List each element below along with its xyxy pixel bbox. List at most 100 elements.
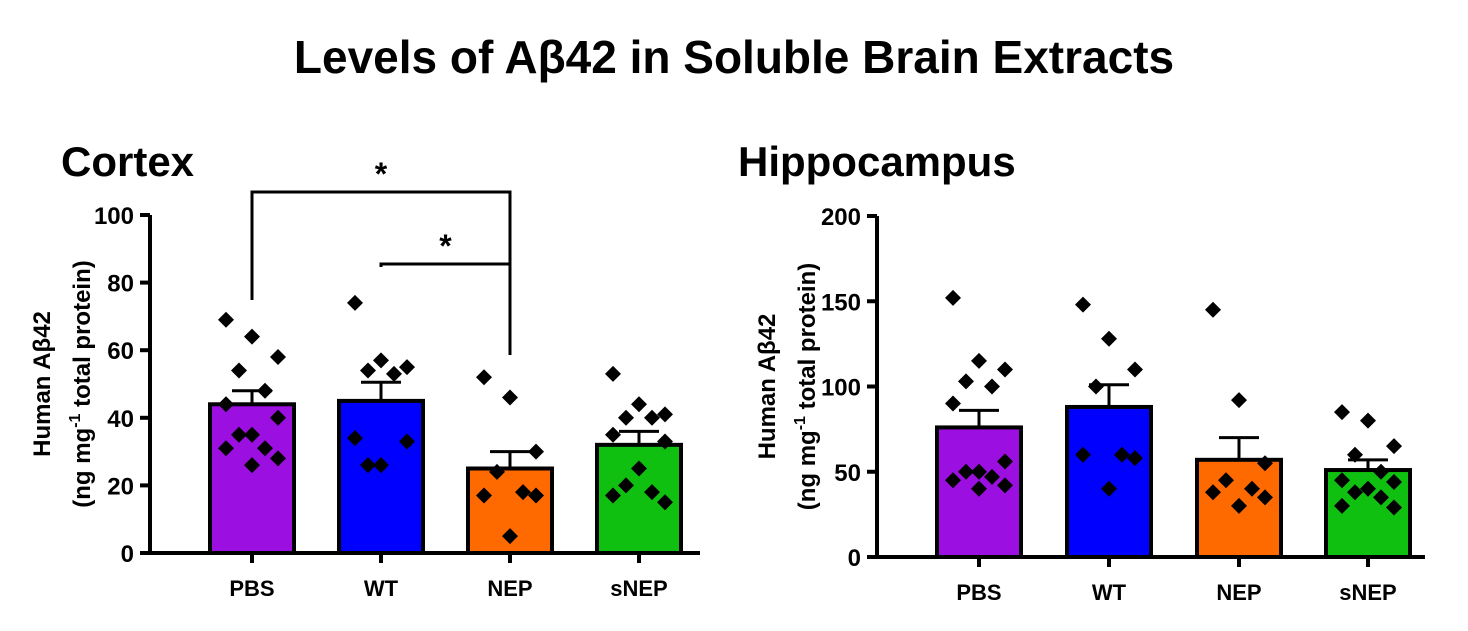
x-tick-label-nep: NEP [1216, 580, 1261, 605]
data-point-nep [1205, 484, 1221, 501]
data-point-pbs [218, 311, 234, 328]
y-axis-label-line1: Human Aβ42 [754, 314, 781, 460]
data-point-wt [1101, 480, 1117, 497]
data-point-wt [399, 433, 415, 450]
significance-bracket [250, 190, 512, 355]
data-point-snep [1373, 489, 1389, 506]
data-point-pbs [270, 409, 286, 426]
data-point-wt [1101, 330, 1117, 347]
x-tick-label-snep: sNEP [1339, 580, 1396, 605]
y-axis-label-line2: (ng mg-1 total protein) [67, 260, 96, 508]
data-point-nep [476, 369, 492, 386]
data-point-pbs [958, 373, 974, 390]
data-point-pbs [984, 468, 1000, 485]
x-tick-label-nep: NEP [487, 576, 532, 601]
data-point-wt [1127, 450, 1143, 467]
data-point-wt [399, 359, 415, 376]
data-point-snep [618, 409, 634, 426]
data-point-pbs [231, 426, 247, 443]
data-point-pbs [984, 378, 1000, 395]
data-point-snep [1386, 499, 1402, 516]
data-point-pbs [997, 453, 1013, 470]
x-tick-label-snep: sNEP [610, 576, 667, 601]
y-axis-label-line2: (ng mg-1 total protein) [792, 263, 821, 511]
y-tick-label: 200 [821, 204, 861, 231]
data-point-pbs [257, 440, 273, 457]
data-point-snep [1373, 463, 1389, 480]
y-tick-label: 60 [107, 338, 134, 365]
data-point-wt [1088, 378, 1104, 395]
bar-nep [1195, 457, 1283, 559]
data-point-wt [373, 457, 389, 474]
data-point-snep [605, 365, 621, 382]
data-point-wt [347, 430, 363, 447]
figure-title: Levels of Aβ42 in Soluble Brain Extracts [293, 31, 1175, 83]
data-point-pbs [958, 463, 974, 480]
data-point-snep [631, 396, 647, 413]
data-point-wt [1114, 446, 1130, 463]
data-point-wt [1075, 446, 1091, 463]
data-point-pbs [971, 352, 987, 369]
data-point-snep [1334, 404, 1350, 421]
data-point-snep [657, 433, 673, 450]
data-point-wt [373, 352, 389, 369]
x-tick-label-wt: WT [1092, 580, 1127, 605]
data-point-nep [528, 487, 544, 504]
data-point-snep [631, 460, 647, 477]
data-point-wt [386, 365, 402, 382]
data-point-nep [489, 463, 505, 480]
bar-pbs [935, 425, 1023, 560]
y-tick-label: 40 [107, 406, 134, 433]
data-point-pbs [257, 382, 273, 399]
data-point-wt [360, 457, 376, 474]
data-point-pbs [997, 477, 1013, 494]
data-point-pbs [945, 289, 961, 306]
data-point-snep [618, 477, 634, 494]
data-point-nep [528, 443, 544, 460]
data-point-nep [1244, 480, 1260, 497]
y-tick-label: 50 [834, 460, 861, 487]
data-point-pbs [270, 348, 286, 365]
data-point-pbs [945, 395, 961, 412]
data-point-nep [1205, 301, 1221, 318]
data-point-nep [502, 528, 518, 545]
data-point-pbs [945, 472, 961, 489]
y-tick-label: 0 [848, 545, 861, 572]
data-point-snep [1347, 484, 1363, 501]
data-point-wt [360, 362, 376, 379]
data-point-nep [1231, 392, 1247, 409]
y-tick-label: 80 [107, 271, 134, 298]
data-point-pbs [218, 396, 234, 413]
data-point-snep [1347, 446, 1363, 463]
data-point-snep [1386, 473, 1402, 490]
data-point-pbs [971, 463, 987, 480]
x-tick-label-pbs: PBS [956, 580, 1001, 605]
data-point-pbs [270, 450, 286, 467]
y-tick-label: 150 [821, 289, 861, 316]
x-tick-label-pbs: PBS [229, 576, 274, 601]
data-point-nep [476, 487, 492, 504]
data-point-snep [657, 494, 673, 511]
chart-cortex: 0 20 40 60 80 100 PBS WT NEP sNEP Human Aβ42 (ng mg… [29, 156, 700, 601]
data-point-snep [1360, 480, 1376, 497]
bar-wt [337, 398, 425, 555]
data-point-snep [644, 409, 660, 426]
significance-bracket [379, 262, 512, 355]
significance-star: * [439, 228, 452, 264]
significance-star: * [375, 156, 388, 192]
data-point-pbs [218, 440, 234, 457]
y-tick-label: 20 [107, 473, 134, 500]
data-point-pbs [997, 361, 1013, 378]
data-point-nep [515, 484, 531, 501]
data-point-wt [1075, 296, 1091, 313]
data-point-wt [1127, 361, 1143, 378]
y-tick-label: 0 [121, 541, 134, 568]
data-point-nep [1218, 472, 1234, 489]
data-point-pbs [244, 426, 260, 443]
data-point-snep [657, 406, 673, 423]
y-tick-label: 100 [821, 375, 861, 402]
data-point-nep [502, 389, 518, 406]
data-point-snep [1386, 438, 1402, 455]
data-point-pbs [244, 457, 260, 474]
